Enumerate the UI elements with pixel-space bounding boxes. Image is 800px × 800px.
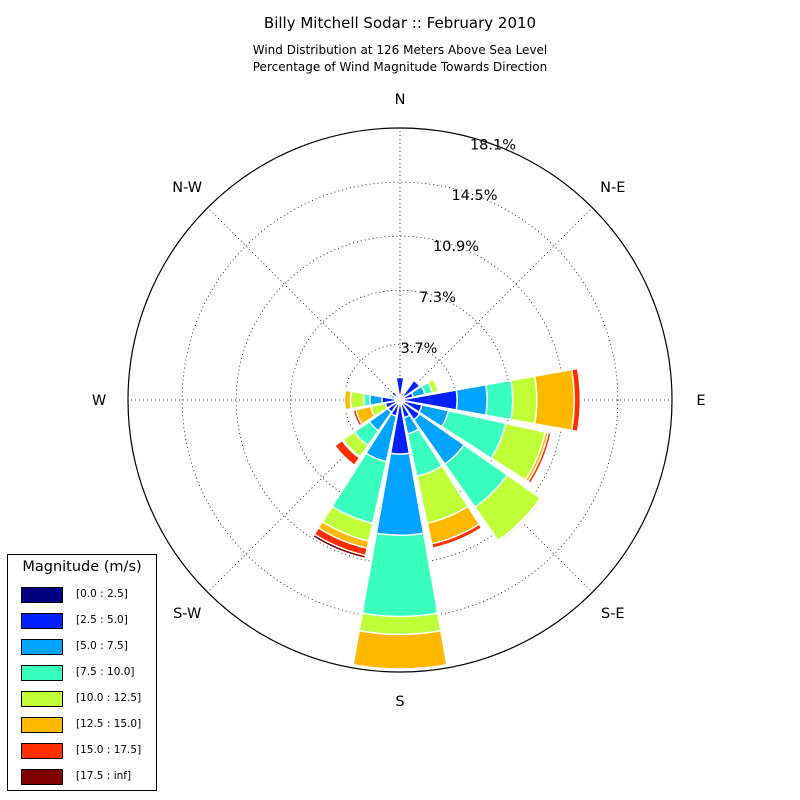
radial-tick-label: 18.1% (470, 137, 516, 153)
ring-gridline (181, 181, 619, 619)
chart-title: Billy Mitchell Sodar :: February 2010 (264, 14, 536, 32)
legend-swatch (21, 639, 63, 655)
direction-label: N (395, 92, 406, 108)
legend-swatch (21, 691, 63, 707)
sector-bar (399, 379, 421, 401)
direction-label: N-E (600, 180, 625, 196)
legend-swatch (21, 587, 63, 603)
direction-label: N-W (172, 180, 202, 196)
direction-label: E (696, 393, 705, 409)
legend-swatch (21, 717, 63, 733)
legend-swatch (21, 665, 63, 681)
direction-label: W (92, 393, 106, 409)
radial-tick-label: 10.9% (433, 239, 479, 255)
radial-gridline (207, 207, 401, 401)
legend-label: [7.5 : 10.0] (76, 666, 135, 678)
legend-label: [10.0 : 12.5] (76, 692, 142, 704)
legend-swatch (21, 743, 63, 759)
sector-bar (375, 399, 425, 536)
sector-bar (364, 399, 401, 463)
legend-title: Magnitude (m/s) (22, 559, 142, 575)
sector-bar (389, 399, 411, 455)
legend-label: [17.5 : inf] (76, 770, 132, 782)
radial-tick-label: 7.3% (419, 290, 456, 306)
chart-subtitle-line-2: Percentage of Wind Magnitude Towards Dir… (253, 60, 547, 74)
legend-label: [2.5 : 5.0] (76, 614, 128, 626)
sector-bar (381, 396, 401, 404)
legend-label: [0.0 : 2.5] (76, 588, 128, 600)
legend-swatch (21, 769, 63, 785)
legend-label: [5.0 : 7.5] (76, 640, 128, 652)
legend-label: [12.5 : 15.0] (76, 718, 142, 730)
sector-bar (395, 376, 405, 401)
sector-bar (397, 396, 401, 401)
direction-label: S (395, 694, 404, 710)
chart-subtitle-line-1: Wind Distribution at 126 Meters Above Se… (253, 43, 548, 57)
direction-label: S-E (601, 606, 625, 622)
legend: Magnitude (m/s) [0.0 : 2.5] [2.5 : 5.0] [5… (7, 554, 157, 791)
outer-ring (127, 127, 673, 673)
legend-swatch (21, 613, 63, 629)
axis-labels: N N-E E S-E S S-W W N-W 3.7% 7.3% 10.9% 14.5% 18.1% (92, 92, 706, 710)
direction-label: S-W (173, 606, 201, 622)
sector-bars (311, 367, 582, 670)
sector-bar (399, 399, 421, 421)
legend-label: [15.0 : 17.5] (76, 744, 142, 756)
radial-tick-label: 14.5% (451, 188, 497, 204)
radial-tick-label: 3.7% (401, 341, 438, 357)
sector-bar (399, 389, 458, 411)
